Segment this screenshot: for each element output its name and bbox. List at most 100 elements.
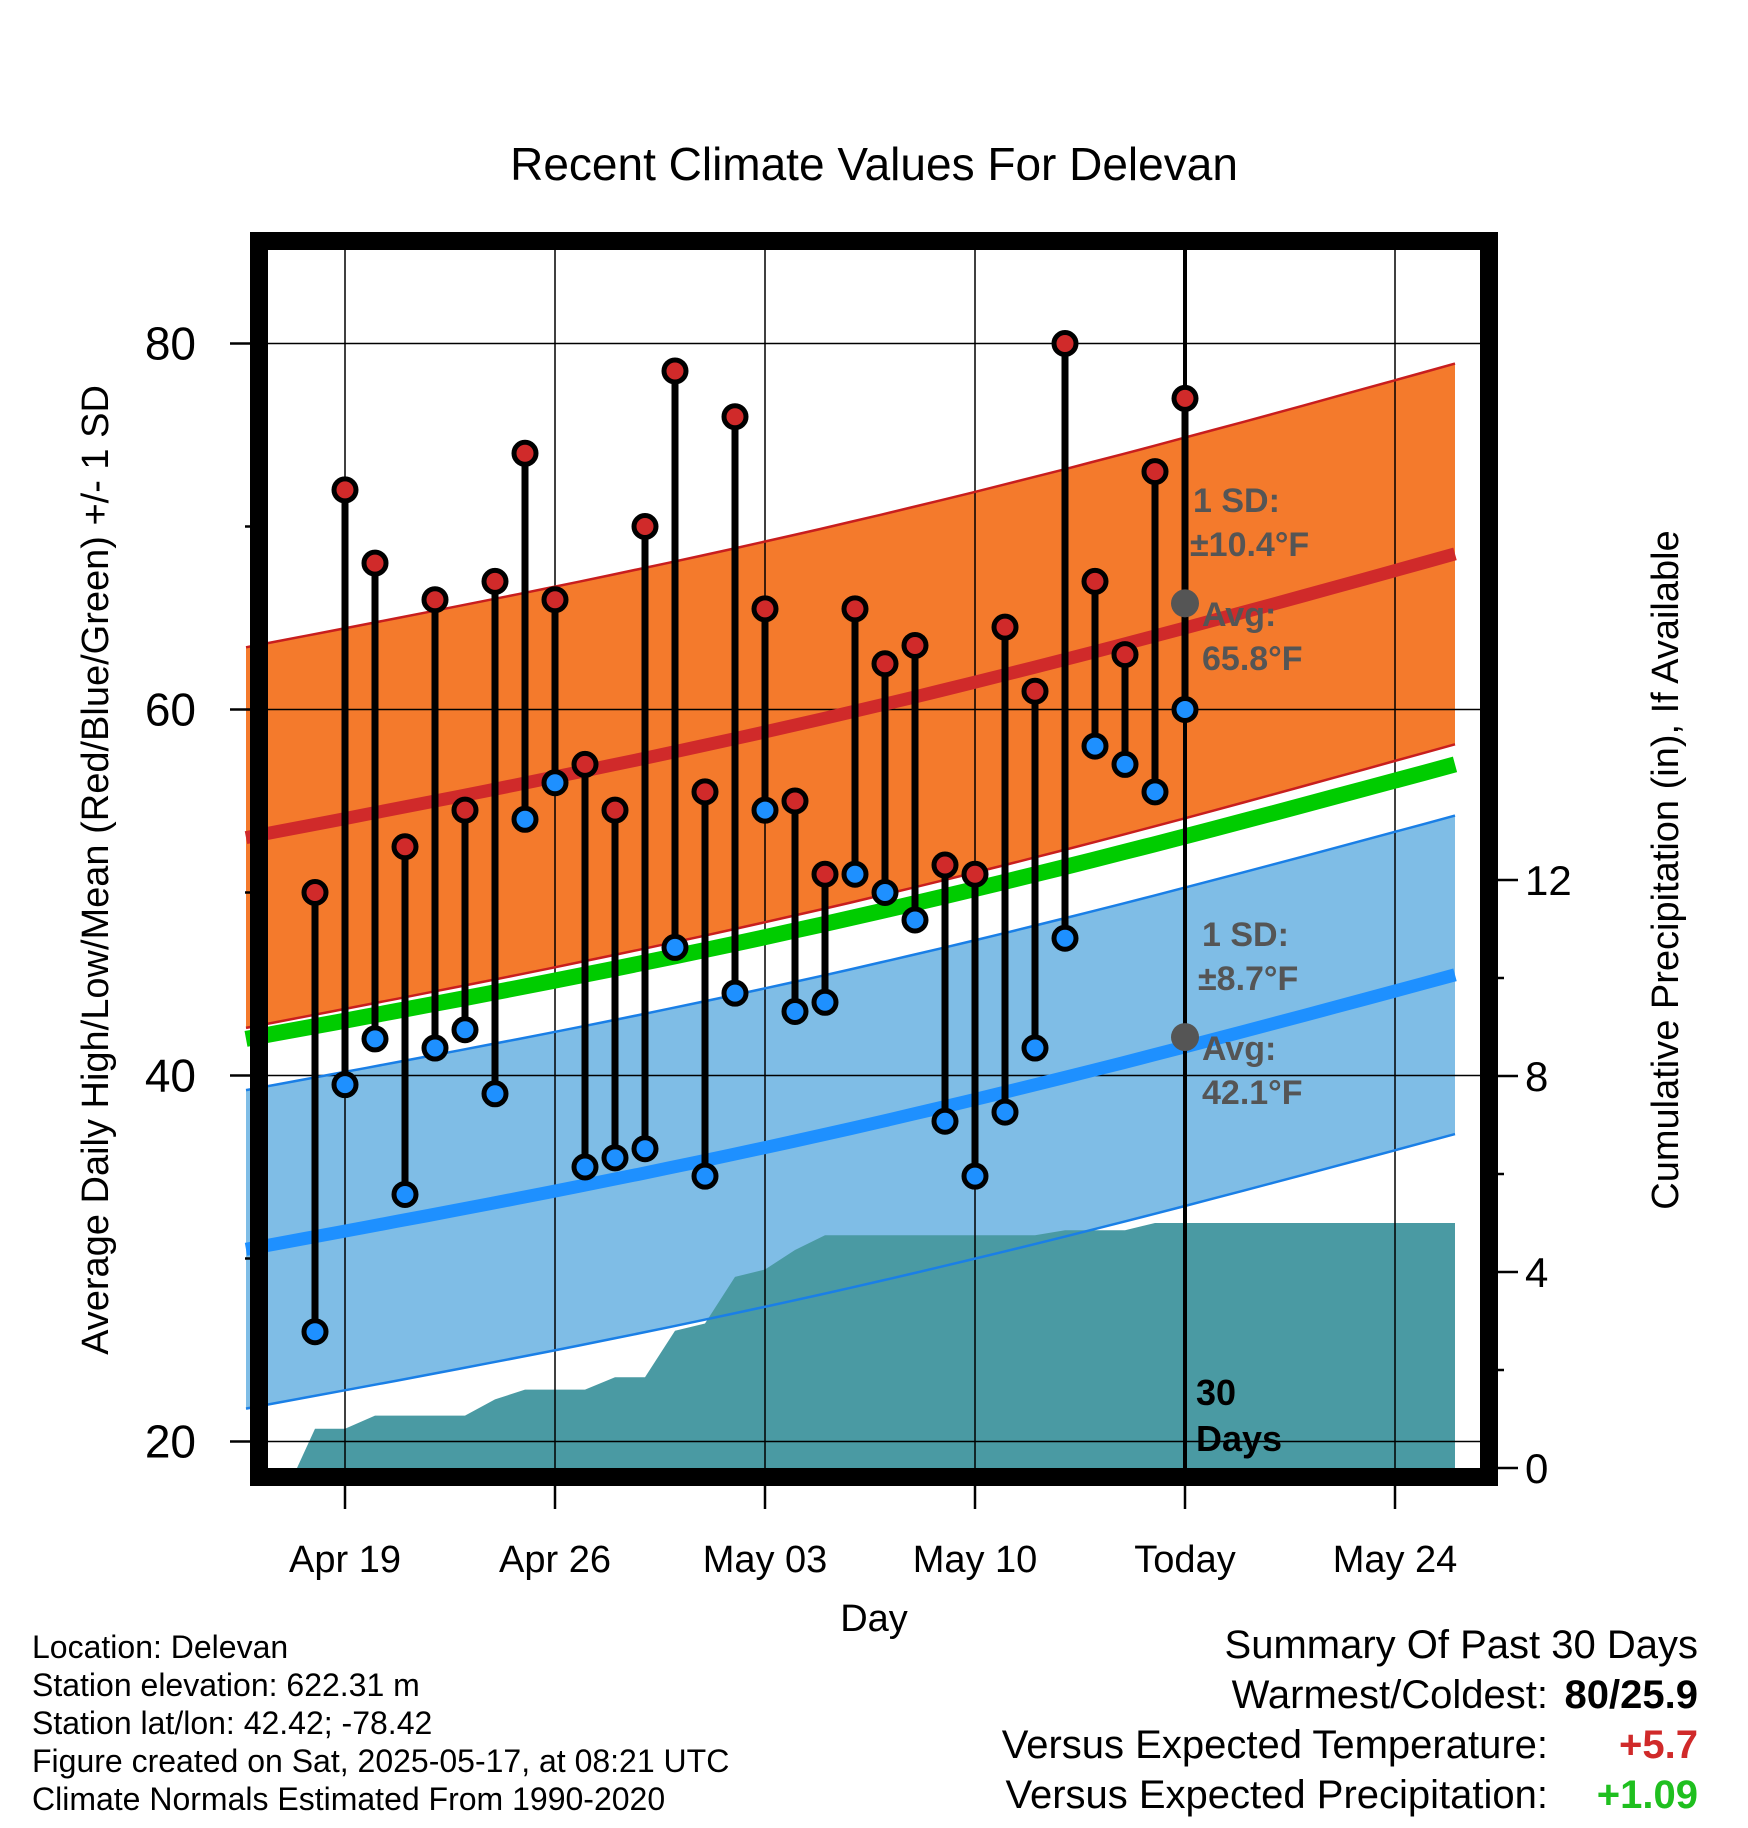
daily-low-point — [631, 1135, 659, 1163]
y-tick-label: 20 — [145, 1416, 196, 1468]
low-sd-value: ±8.7°F — [1198, 960, 1298, 998]
precip-area — [297, 1223, 1455, 1468]
high-avg-label: Avg: — [1202, 596, 1276, 634]
high-avg-value: 65.8°F — [1202, 640, 1303, 678]
x-tick-label: May 24 — [1333, 1539, 1458, 1581]
y-axis-label: Average Daily High/Low/Mean (Red/Blue/Gr… — [75, 385, 117, 1355]
daily-low-point — [1021, 1034, 1049, 1062]
daily-high-point — [1141, 458, 1169, 486]
daily-low-point — [301, 1318, 329, 1346]
temp-anomaly-value: +5.7 — [1619, 1723, 1698, 1767]
daily-high-point — [571, 750, 599, 778]
y2-tick-label: 12 — [1525, 857, 1572, 904]
daily-high-point — [301, 879, 329, 906]
today-days-label: Days — [1196, 1418, 1282, 1459]
daily-low-point — [511, 805, 539, 833]
plot-border — [250, 232, 1498, 1486]
daily-high-point — [511, 439, 539, 467]
daily-high-point — [931, 851, 959, 879]
grid-lines — [268, 250, 1480, 1468]
daily-low-point — [1051, 924, 1079, 952]
daily-low-point — [931, 1107, 959, 1135]
low-avg-label: Avg: — [1202, 1030, 1276, 1068]
low-avg-value: 42.1°F — [1202, 1074, 1303, 1112]
precipitation-area — [297, 1223, 1455, 1468]
daily-low-point — [1081, 732, 1109, 760]
daily-high-point — [391, 833, 419, 861]
daily-high-point — [901, 631, 929, 659]
daily-low-point — [721, 979, 749, 1007]
daily-low-point — [361, 1025, 389, 1053]
x-tick-label: Today — [1134, 1539, 1235, 1581]
daily-low-point — [991, 1098, 1019, 1126]
precip-anomaly-row: Versus Expected Precipitation: +1.09 — [918, 1770, 1698, 1820]
daily-low-point — [391, 1180, 419, 1208]
x-tick-label: May 10 — [913, 1539, 1038, 1581]
daily-low-point — [751, 796, 779, 824]
daily-low-point — [871, 879, 899, 906]
daily-low-point — [331, 1071, 359, 1099]
daily-low-point — [661, 933, 689, 961]
today-high-avg-point — [1171, 589, 1199, 618]
daily-high-point — [481, 567, 509, 595]
daily-high-point — [841, 595, 869, 623]
daily-low-point — [541, 769, 569, 797]
daily-high-point — [1111, 641, 1139, 669]
x-axis-label: Day — [840, 1598, 908, 1640]
daily-high-point — [361, 549, 389, 577]
temp-anomaly-label: Versus Expected Temperature: — [1001, 1723, 1548, 1767]
y2-tick-label: 8 — [1525, 1053, 1548, 1100]
daily-low-point — [781, 997, 809, 1025]
elevation-text: Station elevation: 622.31 m — [32, 1667, 420, 1703]
high-upper-sd-line — [245, 362, 1456, 649]
daily-low-point — [451, 1016, 479, 1044]
plot-frame — [250, 232, 1498, 1486]
daily-low-point — [961, 1162, 989, 1190]
daily-low-point — [811, 988, 839, 1016]
today-low-avg-point — [1171, 1023, 1199, 1052]
daily-high-point — [631, 513, 659, 540]
low-sd-label: 1 SD: — [1202, 916, 1289, 954]
daily-high-point — [601, 796, 629, 824]
daily-high-point — [1051, 330, 1079, 357]
precip-anomaly-value: +1.09 — [1596, 1773, 1698, 1817]
daily-high-point — [1021, 677, 1049, 705]
daily-low-point — [421, 1034, 449, 1062]
summary-panel: Summary Of Past 30 Days Warmest/Coldest:… — [918, 1620, 1698, 1820]
daily-low-point — [1141, 778, 1169, 806]
temp-anomaly-row: Versus Expected Temperature: +5.7 — [918, 1720, 1698, 1770]
warmest-coldest-row: Warmest/Coldest: 80/25.9 — [918, 1670, 1698, 1720]
x-tick-label: May 03 — [703, 1539, 828, 1581]
high-sd-label: 1 SD: — [1193, 482, 1280, 520]
daily-high-point — [541, 586, 569, 614]
y2-tick-label: 4 — [1525, 1249, 1548, 1296]
location-text: Location: Delevan — [32, 1629, 289, 1665]
low-normal-line — [244, 968, 1457, 1256]
daily-high-point — [751, 595, 779, 623]
warmest-coldest-label: Warmest/Coldest: — [1231, 1673, 1548, 1717]
daily-high-point — [691, 778, 719, 806]
low-sd-band — [246, 815, 1455, 1409]
daily-high-point — [451, 796, 479, 824]
daily-low-point — [571, 1153, 599, 1181]
daily-low-point — [841, 860, 869, 888]
today-annotations: 1 SD: ±10.4°F Avg: 65.8°F 1 SD: ±8.7°F Avg: 42.… — [1171, 482, 1309, 1459]
daily-high-point — [721, 403, 749, 431]
normals-text: Climate Normals Estimated From 1990-2020 — [32, 1781, 666, 1817]
daily-high-point — [811, 860, 839, 888]
daily-low-point — [691, 1162, 719, 1190]
daily-low-point — [481, 1080, 509, 1108]
daily-low-point — [601, 1144, 629, 1172]
y-tick-label: 60 — [145, 684, 196, 736]
daily-low-point — [1111, 750, 1139, 778]
station-info: Location: Delevan Station elevation: 622… — [32, 1628, 729, 1818]
daily-high-point — [781, 787, 809, 815]
created-text: Figure created on Sat, 2025-05-17, at 08… — [32, 1743, 730, 1779]
x-tick-label: Apr 19 — [289, 1539, 401, 1581]
mean-normal-line — [244, 756, 1458, 1047]
today-days-count: 30 — [1196, 1372, 1236, 1413]
y2-axis-label: Cumulative Precipitation (in), If Availa… — [1645, 530, 1687, 1209]
daily-high-point — [331, 476, 359, 504]
